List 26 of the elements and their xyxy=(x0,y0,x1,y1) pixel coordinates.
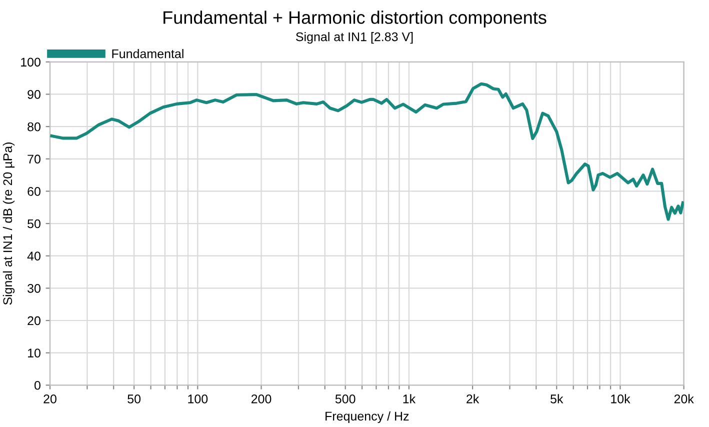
y-tick-label: 50 xyxy=(28,219,40,228)
x-tick-label: 200 xyxy=(251,394,272,404)
y-axis-title: Signal at IN1 / dB (re 20 µPa) xyxy=(2,142,15,305)
x-tick-label: 5k xyxy=(550,394,564,404)
chart-subtitle: Signal at IN1 [2.83 V] xyxy=(296,32,413,44)
x-tick-label: 20 xyxy=(44,394,56,404)
x-tick-label: 20k xyxy=(674,394,694,404)
x-tick-label: 100 xyxy=(188,394,208,404)
y-tick-label: 20 xyxy=(28,316,40,326)
y-tick-label: 40 xyxy=(27,252,40,261)
x-tick-label: 2k xyxy=(466,394,480,404)
y-tick-label: 0 xyxy=(34,380,40,390)
y-tick-label: 10 xyxy=(28,348,40,358)
chart-title: Fundamental + Harmonic distortion components xyxy=(164,10,546,28)
x-tick-label: 500 xyxy=(335,394,356,404)
y-tick-label: 100 xyxy=(21,58,40,67)
y-tick-label: 90 xyxy=(28,90,40,99)
x-tick-label: 10k xyxy=(611,394,630,404)
y-tick-label: 30 xyxy=(28,284,40,293)
x-axis-title: Frequency / Hz xyxy=(326,411,409,424)
legend-label: Fundamental xyxy=(112,49,184,58)
y-tick-label: 80 xyxy=(28,122,40,132)
x-tick-label: 1k xyxy=(403,394,416,404)
y-tick-label: 70 xyxy=(28,154,40,164)
y-tick-label: 60 xyxy=(28,187,40,196)
x-tick-label: 50 xyxy=(128,394,141,404)
